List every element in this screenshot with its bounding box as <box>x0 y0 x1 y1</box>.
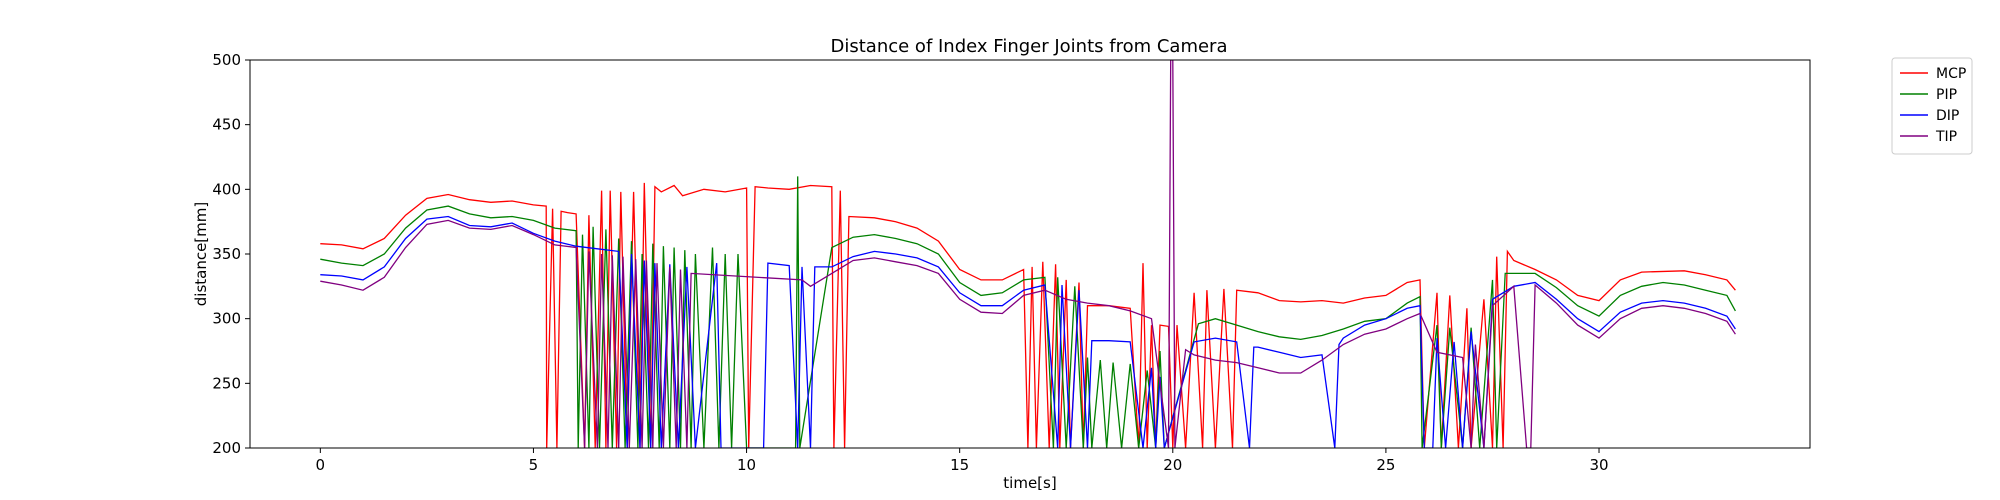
x-axis: 0 5 10 15 20 25 30 <box>316 448 1609 474</box>
x-tick-label: 5 <box>529 456 539 474</box>
y-tick-label: 350 <box>212 245 241 263</box>
x-axis-label: time[s] <box>1003 474 1056 492</box>
y-tick-label: 500 <box>212 51 241 69</box>
series-line-dip <box>320 215 1736 448</box>
legend-label-pip: PIP <box>1936 87 1957 103</box>
plot-frame <box>249 59 1811 449</box>
series-line-tip <box>320 60 1736 448</box>
y-axis-label: distance[mm] <box>192 202 210 307</box>
y-axis: 200 250 300 350 400 450 500 <box>212 51 250 457</box>
legend-frame <box>1891 57 1973 155</box>
y-tick-label: 250 <box>212 374 241 392</box>
x-tick-label: 20 <box>1163 456 1182 474</box>
x-tick-label: 0 <box>316 456 326 474</box>
legend-label-tip: TIP <box>1935 129 1957 145</box>
series-group <box>320 60 1736 448</box>
y-tick-label: 200 <box>212 439 241 457</box>
legend: MCP PIP DIP TIP <box>1891 57 1973 155</box>
x-tick-label: 25 <box>1376 456 1395 474</box>
y-tick-label: 450 <box>212 116 241 134</box>
series-line-pip <box>320 176 1736 448</box>
x-tick-label: 10 <box>737 456 756 474</box>
series-line-mcp <box>320 182 1736 448</box>
x-tick-label: 15 <box>950 456 969 474</box>
legend-label-dip: DIP <box>1936 108 1959 124</box>
legend-label-mcp: MCP <box>1936 66 1966 82</box>
plot-area <box>249 59 1811 449</box>
chart-title: Distance of Index Finger Joints from Cam… <box>831 36 1228 57</box>
x-tick-label: 30 <box>1589 456 1608 474</box>
y-tick-label: 300 <box>212 310 241 328</box>
y-tick-label: 400 <box>212 180 241 198</box>
